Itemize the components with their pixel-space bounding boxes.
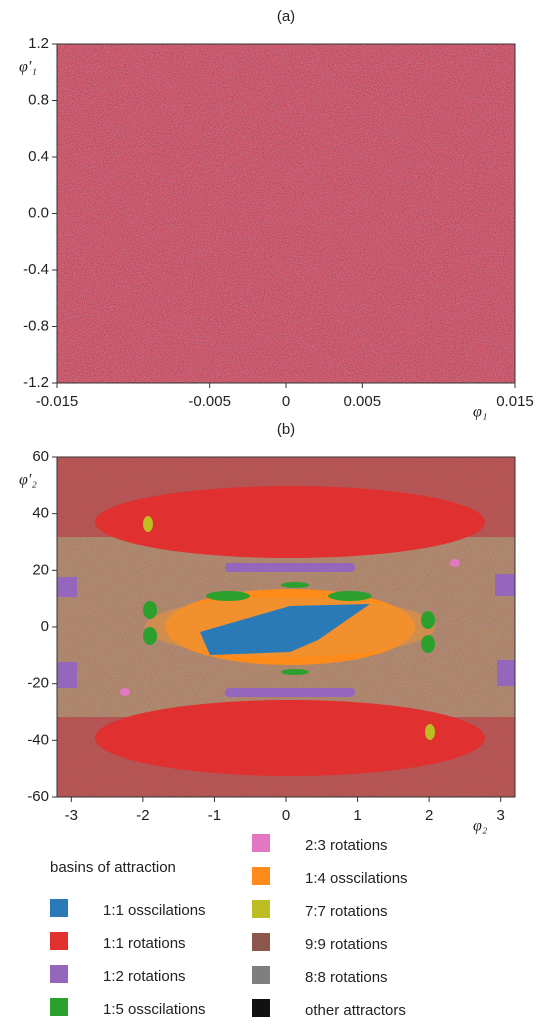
- y-tick-label: 20: [32, 561, 49, 578]
- panel-title: (b): [277, 421, 295, 438]
- legend-label: other attractors: [305, 1002, 406, 1019]
- x-tick-label: -0.005: [188, 393, 231, 410]
- y-axis-label: φ′₁: [19, 59, 37, 76]
- y-tick-label: 0: [41, 618, 49, 635]
- basin-image-a: [57, 44, 515, 383]
- y-tick-label: -0.4: [23, 261, 49, 278]
- y-tick-label: 40: [32, 505, 49, 522]
- y-tick-label: -60: [27, 788, 49, 805]
- legend-label: 8:8 rotations: [305, 969, 388, 986]
- panel-title: (a): [277, 8, 295, 25]
- legend-label: 1:1 osscilations: [103, 902, 206, 919]
- legend-swatch: [252, 966, 270, 984]
- x-tick-label: 2: [425, 807, 433, 824]
- y-tick-label: 0.8: [28, 91, 49, 108]
- x-axis-label: φ₂: [473, 818, 488, 835]
- y-tick-label: -20: [27, 675, 49, 692]
- x-tick-label: -1: [208, 807, 221, 824]
- x-tick-label: 0: [282, 393, 290, 410]
- legend-label: 1:4 osscilations: [305, 870, 408, 887]
- y-axis-label: φ′₂: [19, 472, 37, 489]
- legend-swatch: [252, 999, 270, 1017]
- legend-label: 1:2 rotations: [103, 968, 186, 985]
- basin-image-b: [57, 457, 515, 797]
- y-tick-label: -40: [27, 731, 49, 748]
- x-tick-label: 0.005: [344, 393, 382, 410]
- x-tick-label: 0: [282, 807, 290, 824]
- legend-swatch: [252, 900, 270, 918]
- legend-label: 9:9 rotations: [305, 936, 388, 953]
- y-tick-label: 60: [32, 448, 49, 465]
- y-tick-label: 0.0: [28, 204, 49, 221]
- legend-label: 1:1 rotations: [103, 935, 186, 952]
- x-tick-label: 0.015: [496, 393, 534, 410]
- y-tick-label: 1.2: [28, 35, 49, 52]
- legend-label: 2:3 rotations: [305, 837, 388, 854]
- legend-swatch: [252, 933, 270, 951]
- legend-swatch: [50, 998, 68, 1016]
- y-tick-label: -1.2: [23, 374, 49, 391]
- x-tick-label: 1: [353, 807, 361, 824]
- legend-label: 7:7 rotations: [305, 903, 388, 920]
- legend-swatch: [50, 932, 68, 950]
- y-tick-label: -0.8: [23, 317, 49, 334]
- x-axis-label: φ₁: [473, 404, 487, 421]
- x-tick-label: -2: [136, 807, 149, 824]
- legend-label: 1:5 osscilations: [103, 1001, 206, 1018]
- legend-swatch: [50, 899, 68, 917]
- legend-title: basins of attraction: [50, 859, 176, 876]
- x-tick-label: 3: [497, 807, 505, 824]
- x-tick-label: -0.015: [36, 393, 79, 410]
- legend-swatch: [252, 867, 270, 885]
- legend-swatch: [252, 834, 270, 852]
- legend-swatch: [50, 965, 68, 983]
- y-tick-label: 0.4: [28, 148, 49, 165]
- x-tick-label: -3: [65, 807, 78, 824]
